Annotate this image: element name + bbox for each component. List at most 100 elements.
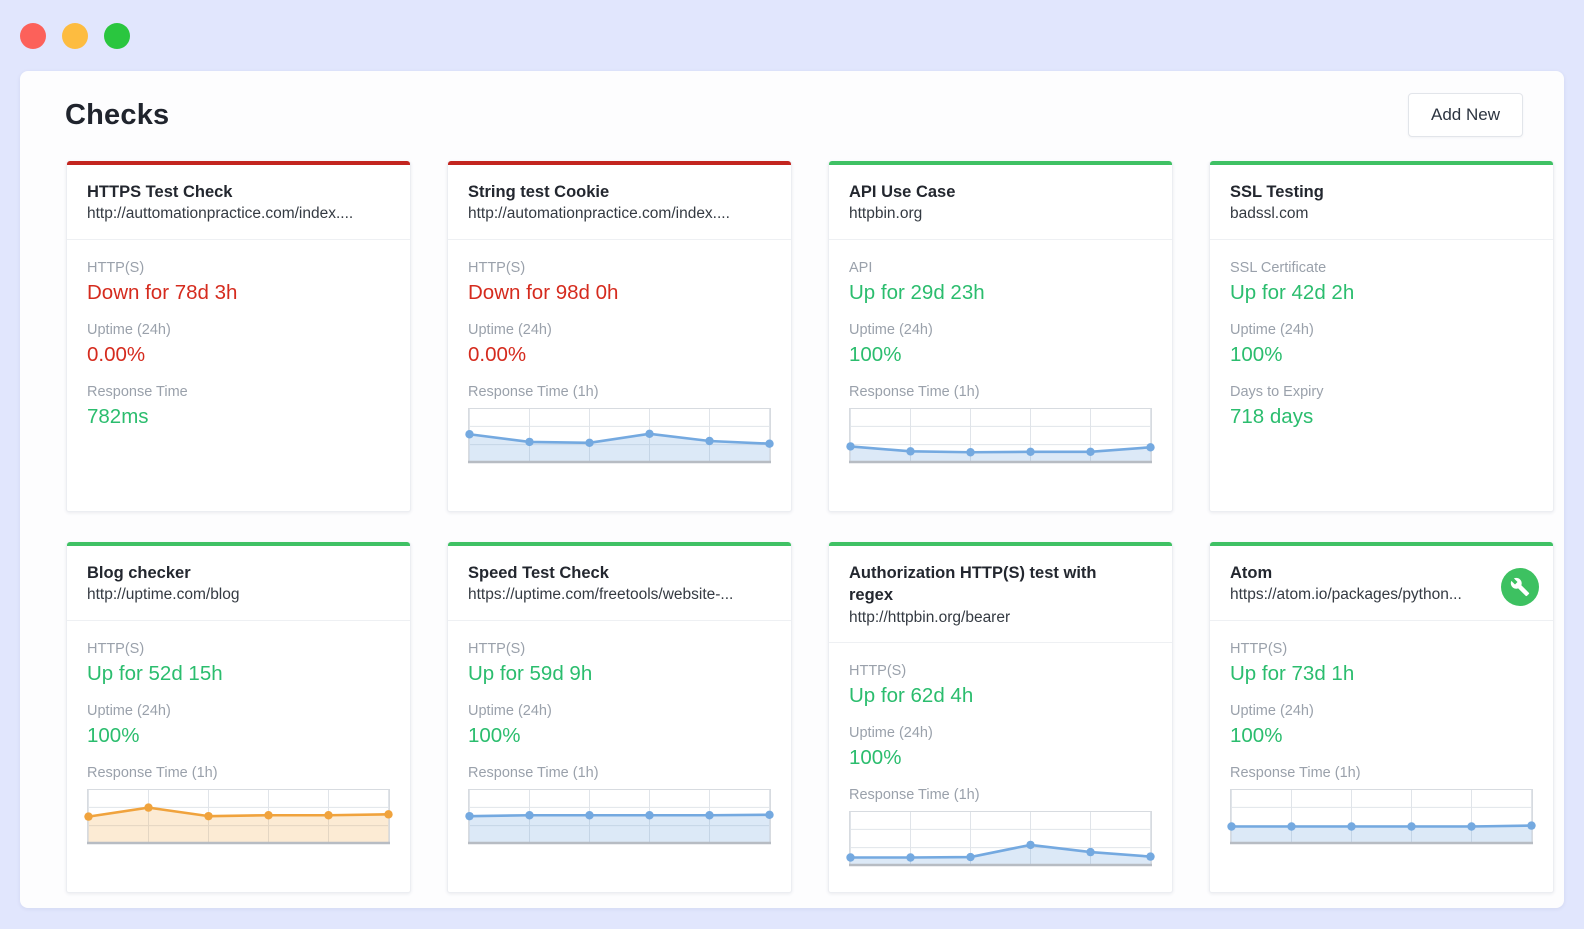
card-header: String test Cookie http://automationprac… bbox=[448, 165, 791, 240]
sparkline-label: Response Time (1h) bbox=[468, 383, 599, 400]
status-accent-bar bbox=[448, 542, 791, 546]
metric-label: HTTP(S) bbox=[468, 640, 526, 657]
metric-value: Up for 59d 9h bbox=[468, 661, 593, 685]
metric-value: 100% bbox=[1230, 723, 1283, 747]
metric-label: Uptime (24h) bbox=[1230, 702, 1314, 719]
metric-value: Down for 98d 0h bbox=[468, 280, 619, 304]
check-url: http://httpbin.org/bearer bbox=[849, 608, 1011, 626]
check-name: Speed Test Check bbox=[468, 564, 609, 582]
sparkline-label: Response Time (1h) bbox=[87, 764, 218, 781]
check-card-1[interactable]: HTTPS Test Check http://auttomationpract… bbox=[66, 161, 411, 512]
sparkline-chart bbox=[465, 788, 774, 845]
metric-label: Response Time bbox=[87, 383, 188, 400]
sparkline-block: Response Time (1h) bbox=[846, 384, 1155, 464]
metric: Days to Expiry 718 days bbox=[1230, 384, 1533, 429]
checks-panel: Checks Add New HTTPS Test Check http://a… bbox=[20, 71, 1564, 908]
card-header: Blog checker http://uptime.com/blog bbox=[67, 546, 410, 621]
metric: Uptime (24h) 100% bbox=[468, 703, 771, 748]
check-card-8[interactable]: Atom https://atom.io/packages/python... … bbox=[1209, 542, 1554, 893]
check-card-5[interactable]: Blog checker http://uptime.com/blog HTTP… bbox=[66, 542, 411, 893]
metric-value: Up for 52d 15h bbox=[87, 661, 223, 685]
status-accent-bar bbox=[67, 161, 410, 165]
sparkline-block: Response Time (1h) bbox=[846, 787, 1155, 867]
sparkline-label: Response Time (1h) bbox=[849, 787, 980, 804]
check-name: String test Cookie bbox=[468, 183, 610, 201]
sparkline-chart bbox=[846, 811, 1155, 867]
metric-label: Uptime (24h) bbox=[87, 321, 171, 338]
check-url: badssl.com bbox=[1230, 205, 1309, 223]
status-accent-bar bbox=[829, 542, 1172, 546]
sparkline-label: Response Time (1h) bbox=[1230, 764, 1361, 781]
metric: Uptime (24h) 100% bbox=[87, 703, 390, 748]
metric: HTTP(S) Up for 52d 15h bbox=[87, 641, 390, 686]
check-url: https://atom.io/packages/python... bbox=[1230, 586, 1462, 604]
sparkline-chart bbox=[465, 407, 774, 464]
card-header: API Use Case httpbin.org bbox=[829, 165, 1172, 240]
add-new-button[interactable]: Add New bbox=[1408, 93, 1523, 137]
metric-value: 0.00% bbox=[468, 342, 527, 366]
card-header: Atom https://atom.io/packages/python... bbox=[1210, 546, 1553, 621]
sparkline-chart bbox=[84, 788, 393, 845]
maintenance-wrench-icon bbox=[1501, 568, 1539, 606]
check-card-4[interactable]: SSL Testing badssl.com SSL Certificate Up… bbox=[1209, 161, 1554, 512]
card-body: SSL Certificate Up for 42d 2h Uptime (24h)… bbox=[1210, 240, 1553, 511]
metric-label: Uptime (24h) bbox=[468, 321, 552, 338]
metric-label: Uptime (24h) bbox=[468, 702, 552, 719]
check-name: Blog checker bbox=[87, 564, 191, 582]
panel-header: Checks Add New bbox=[46, 93, 1538, 137]
metric: SSL Certificate Up for 42d 2h bbox=[1230, 260, 1533, 305]
metric-value: Down for 78d 3h bbox=[87, 280, 238, 304]
sparkline-label: Response Time (1h) bbox=[468, 764, 599, 781]
page-title: Checks bbox=[65, 98, 170, 131]
response-time-sparkline bbox=[1227, 788, 1536, 845]
check-card-2[interactable]: String test Cookie http://automationprac… bbox=[447, 161, 792, 512]
check-name: HTTPS Test Check bbox=[87, 183, 233, 201]
card-body: HTTP(S) Up for 62d 4h Uptime (24h) 100% Resp… bbox=[829, 643, 1172, 892]
close-window-icon[interactable] bbox=[20, 22, 46, 49]
status-accent-bar bbox=[67, 542, 410, 546]
card-header: Authorization HTTP(S) test with regex ht… bbox=[829, 546, 1172, 644]
response-time-sparkline bbox=[465, 788, 774, 845]
card-body: HTTP(S) Up for 52d 15h Uptime (24h) 100% Res… bbox=[67, 621, 410, 892]
metric-value: Up for 42d 2h bbox=[1230, 280, 1355, 304]
metric: Uptime (24h) 100% bbox=[1230, 322, 1533, 367]
metric-value: 782ms bbox=[87, 404, 149, 428]
metric-label: Uptime (24h) bbox=[849, 725, 933, 742]
metric-label: Uptime (24h) bbox=[1230, 321, 1314, 338]
check-url: http://auttomationpractice.com/index.... bbox=[87, 205, 354, 223]
card-body: HTTP(S) Down for 78d 3h Uptime (24h) 0.00% R… bbox=[67, 240, 410, 511]
card-header: SSL Testing badssl.com bbox=[1210, 165, 1553, 240]
metric: HTTP(S) Up for 73d 1h bbox=[1230, 641, 1533, 686]
response-time-sparkline bbox=[846, 407, 1155, 464]
check-url: http://automationpractice.com/index.... bbox=[468, 205, 730, 223]
metric: Uptime (24h) 100% bbox=[849, 725, 1152, 770]
check-url: http://uptime.com/blog bbox=[87, 586, 240, 604]
minimize-window-icon[interactable] bbox=[62, 22, 88, 49]
metric: Uptime (24h) 100% bbox=[1230, 703, 1533, 748]
metric: HTTP(S) Up for 62d 4h bbox=[849, 663, 1152, 708]
metric: Uptime (24h) 0.00% bbox=[87, 322, 390, 367]
status-accent-bar bbox=[1210, 161, 1553, 165]
check-card-6[interactable]: Speed Test Check https://uptime.com/free… bbox=[447, 542, 792, 893]
check-card-3[interactable]: API Use Case httpbin.org API Up for 29d 2… bbox=[828, 161, 1173, 512]
check-name: Authorization HTTP(S) test with regex bbox=[849, 564, 1097, 605]
metric-label: HTTP(S) bbox=[468, 259, 526, 276]
response-time-sparkline bbox=[84, 788, 393, 845]
check-card-7[interactable]: Authorization HTTP(S) test with regex ht… bbox=[828, 542, 1173, 893]
metric-label: Uptime (24h) bbox=[87, 702, 171, 719]
check-name: SSL Testing bbox=[1230, 183, 1324, 201]
metric-value: 100% bbox=[849, 746, 902, 770]
status-accent-bar bbox=[448, 161, 791, 165]
sparkline-block: Response Time (1h) bbox=[1227, 764, 1536, 845]
metric-value: Up for 29d 23h bbox=[849, 280, 985, 304]
metric-label: Uptime (24h) bbox=[849, 321, 933, 338]
check-name: API Use Case bbox=[849, 183, 956, 201]
card-body: HTTP(S) Down for 98d 0h Uptime (24h) 0.00% R… bbox=[448, 240, 791, 511]
metric: Uptime (24h) 0.00% bbox=[468, 322, 771, 367]
metric: Uptime (24h) 100% bbox=[849, 322, 1152, 367]
metric-value: 100% bbox=[1230, 342, 1283, 366]
card-header: Speed Test Check https://uptime.com/free… bbox=[448, 546, 791, 621]
metric-label: HTTP(S) bbox=[87, 640, 145, 657]
metric: HTTP(S) Up for 59d 9h bbox=[468, 641, 771, 686]
zoom-window-icon[interactable] bbox=[104, 22, 130, 49]
